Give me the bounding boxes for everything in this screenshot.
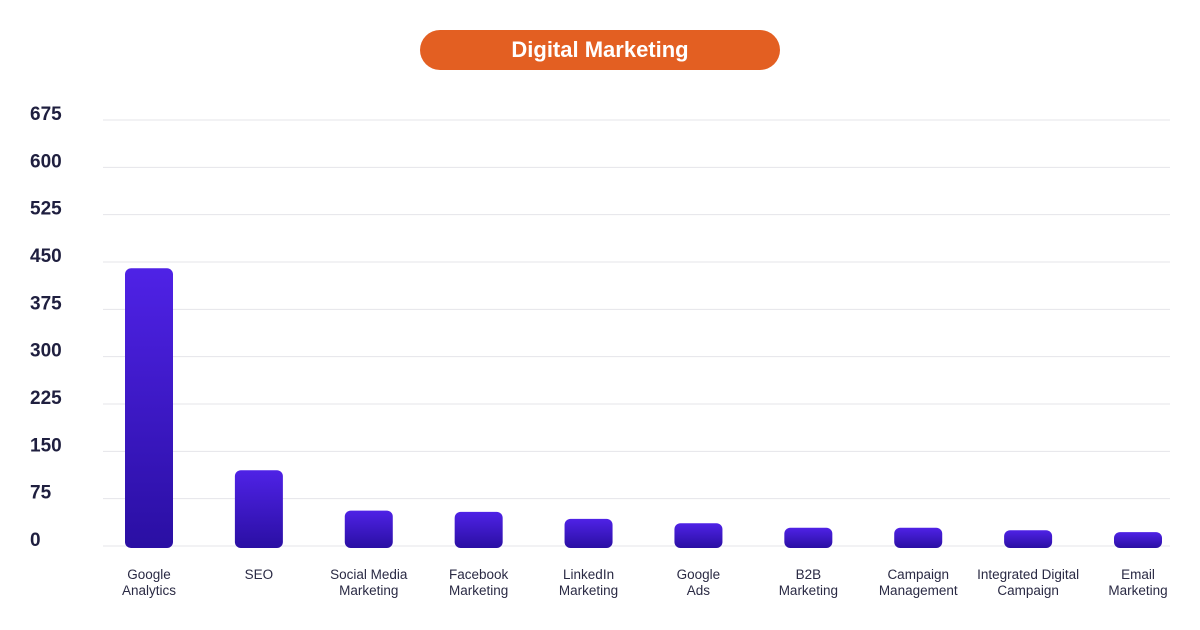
bars: [125, 268, 1162, 548]
x-tick-label: Integrated Digital Campaign: [977, 567, 1079, 598]
x-tick-label: Social Media Marketing: [330, 567, 408, 598]
gridlines: [103, 119, 1170, 547]
bar: [564, 518, 613, 548]
x-tick-label: Email Marketing: [1108, 567, 1167, 598]
y-tick-label: 150: [30, 435, 62, 456]
bar: [125, 268, 173, 548]
y-tick-label: 225: [30, 388, 62, 409]
y-tick-label: 75: [30, 483, 52, 504]
bar: [234, 470, 283, 548]
x-tick-label: LinkedIn Marketing: [559, 567, 618, 598]
bar: [454, 511, 503, 548]
bar: [1114, 532, 1162, 548]
y-tick-label: 525: [30, 199, 62, 220]
y-tick-label: 375: [30, 293, 62, 314]
x-tick-label: Campaign Management: [879, 567, 958, 598]
chart-title-badge: Digital Marketing: [420, 30, 780, 70]
x-axis-labels: Google Analytics SEO Social Media Marketing F…: [122, 567, 1168, 598]
bar: [674, 523, 723, 548]
x-tick-label: Google Ads: [677, 567, 721, 598]
x-tick-label: SEO: [245, 567, 274, 582]
y-axis-ticks: 0 75 150 225 300 375 450 525 600 675: [30, 104, 62, 551]
y-tick-label: 300: [30, 341, 62, 362]
y-tick-label: 675: [30, 104, 62, 125]
x-tick-label: B2B Marketing: [779, 567, 838, 598]
x-tick-label: Facebook Marketing: [449, 567, 509, 598]
y-tick-label: 0: [30, 530, 41, 551]
bar: [344, 510, 393, 548]
bar: [1004, 530, 1053, 548]
bar: [894, 527, 943, 548]
y-tick-label: 600: [30, 151, 62, 172]
x-tick-label: Google Analytics: [122, 567, 176, 598]
bar: [784, 527, 833, 548]
y-tick-label: 450: [30, 246, 62, 267]
chart-title: Digital Marketing: [511, 37, 689, 62]
